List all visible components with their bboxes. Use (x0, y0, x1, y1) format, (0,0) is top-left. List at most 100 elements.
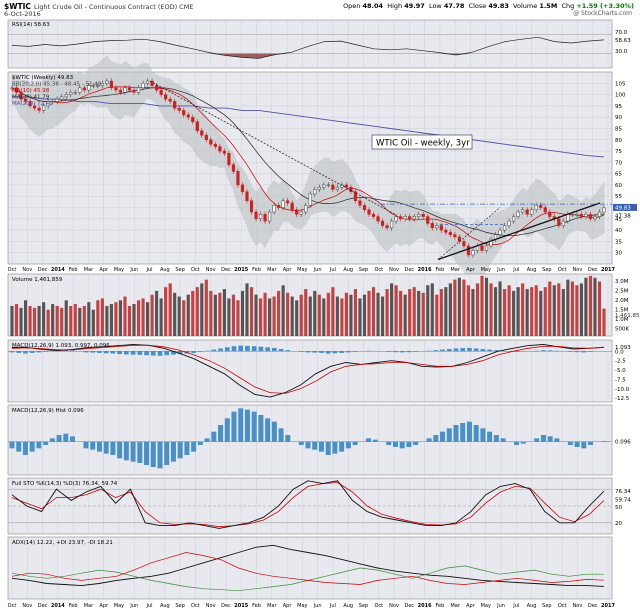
hist-bar (547, 436, 553, 442)
hist-bar (231, 411, 237, 442)
hist-bar (601, 441, 607, 442)
candle-body (570, 214, 574, 216)
volume-bar (435, 294, 439, 336)
x-tick-label: Dec (38, 267, 48, 273)
candle-body (28, 101, 32, 107)
volume-bar (371, 287, 376, 336)
x-tick-label: Nov (389, 267, 399, 273)
volume-bar (14, 304, 19, 336)
volume-bar (82, 305, 86, 336)
candle-body (200, 130, 204, 136)
macd-hist-bar (446, 349, 452, 352)
chart-header: $WTIC Light Crude Oil - Continuous Contr… (0, 0, 640, 18)
candle-body (123, 87, 127, 93)
volume-bar (209, 290, 213, 336)
bottom-x-tick-label: Sep (542, 603, 551, 609)
volume-bar (570, 281, 574, 336)
bottom-x-tick-label: Dec (404, 603, 414, 609)
candle-body (14, 87, 19, 93)
hist-bar (83, 441, 89, 449)
volume-bar (150, 294, 154, 336)
macd-hist-bar (198, 351, 203, 352)
hist-bar (453, 425, 459, 442)
candle-body (173, 101, 177, 109)
volume-bar (575, 285, 579, 336)
volume-bar (512, 290, 516, 336)
hist-bar (43, 441, 49, 445)
hist-bar (110, 441, 116, 455)
macd-hist-bar (117, 351, 122, 355)
volume-bar (277, 290, 281, 336)
macd-hist-bar (386, 351, 392, 352)
hist-bar (413, 441, 419, 445)
hist-bar (487, 431, 493, 442)
candle-body (394, 216, 398, 222)
candle-body (87, 85, 91, 91)
bottom-x-tick-label: Dec (38, 603, 48, 609)
volume-bar (290, 296, 294, 336)
volume-bar (525, 289, 529, 336)
volume-bar (430, 283, 434, 336)
uptrend-line (437, 202, 601, 261)
hist-bar (278, 428, 284, 442)
hist-bar (520, 441, 526, 444)
macd-hist-bar (319, 351, 324, 353)
symbol-description: Light Crude Oil - Continuous Contract (E… (34, 2, 194, 11)
candle-body (539, 205, 543, 208)
volume-bar (69, 305, 73, 336)
hist-bar (285, 435, 291, 442)
x-tick-label: Mar (84, 267, 94, 273)
price-tick-label: 40 (615, 228, 622, 234)
volume-bar (87, 302, 91, 336)
x-tick-label: Mar (450, 267, 460, 273)
x-tick-label: Mar (267, 267, 277, 273)
candle-body (525, 209, 529, 215)
bottom-x-tick-label: Jul (512, 603, 519, 609)
x-tick-label: May (297, 267, 307, 273)
volume-bar (403, 294, 407, 336)
hist-bar (574, 441, 580, 447)
price-legend-entry: MA(10) 45.98 (12, 88, 50, 94)
candle-body (64, 94, 68, 98)
volume-tick-label: 1.5M (615, 308, 629, 314)
hist-bar (170, 441, 176, 462)
rsi-tick-label: 70.0 (615, 30, 628, 36)
low-label: Low (428, 2, 442, 10)
macd-hist-bar (224, 347, 230, 352)
candle-body (498, 229, 502, 235)
hist-bar (90, 441, 96, 450)
bottom-x-tick-label: Nov (389, 603, 399, 609)
volume-bar (390, 283, 394, 336)
hist-bar (318, 441, 324, 452)
volume-bar (566, 279, 570, 336)
hist-bar (392, 441, 398, 447)
bottom-x-tick-label: Feb (252, 603, 261, 609)
bottom-x-tick-label: 2015 (234, 603, 248, 609)
bottom-x-tick-label: May (297, 603, 307, 609)
bottom-x-tick-label: Sep (359, 603, 368, 609)
candle-body (326, 184, 330, 186)
macd-hist-bar (97, 351, 102, 353)
volume-bar (498, 281, 502, 336)
macd-hist-bar (473, 348, 479, 352)
volume-bar (195, 287, 199, 336)
candle-body (245, 191, 249, 202)
macd-hist-bar (426, 350, 432, 352)
macd-hist-bar (574, 351, 580, 353)
candle-body (399, 216, 403, 220)
macd-hist-bar (265, 347, 270, 352)
macd-hist-bar (413, 351, 418, 352)
candle-body (78, 87, 82, 93)
volume-bar (240, 290, 245, 336)
x-tick-label: 2015 (234, 267, 248, 273)
macd-hist-bar (43, 351, 48, 352)
candle-body (584, 214, 588, 217)
price-tick-label: 95 (615, 104, 622, 110)
hist-bar (480, 428, 486, 442)
candle-body (73, 92, 77, 94)
bottom-x-tick-label: Aug (527, 603, 537, 609)
chg-label: Chg (561, 2, 575, 10)
volume-bar (236, 300, 240, 336)
volume-bar (136, 300, 141, 336)
candle-body (186, 114, 190, 118)
